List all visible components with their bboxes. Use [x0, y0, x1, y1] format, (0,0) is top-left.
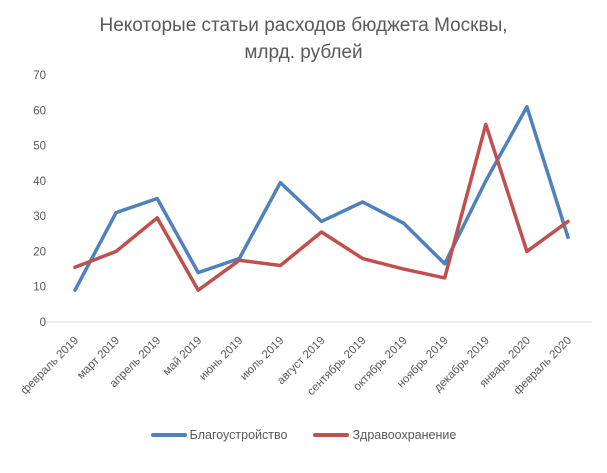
- chart-title: Некоторые статьи расходов бюджета Москвы…: [0, 12, 607, 66]
- x-axis-tick-label: май 2019: [161, 335, 204, 378]
- y-axis-tick-label: 70: [33, 70, 46, 82]
- x-axis-tick-label: февраль 2019: [19, 335, 81, 397]
- legend-label-zdravookhranenie: Здравоохранение: [352, 428, 457, 442]
- y-axis-tick-label: 60: [33, 105, 46, 117]
- chart-title-line1: Некоторые статьи расходов бюджета Москвы…: [99, 15, 508, 36]
- legend-swatch-blue-line: [150, 433, 187, 437]
- legend-item-zdravookhranenie: Здравоохранение: [313, 428, 456, 442]
- series-line-blagoustroystvo: [73, 105, 570, 292]
- y-axis-tick-label: 40: [33, 176, 46, 188]
- chart-title-line2: млрд. рублей: [244, 42, 363, 63]
- legend-label-blagoustroystvo: Благоустройство: [189, 428, 288, 442]
- legend: Благоустройство Здравоохранение: [0, 428, 607, 442]
- legend-item-blagoustroystvo: Благоустройство: [150, 428, 288, 442]
- y-axis-tick-label: 20: [33, 246, 46, 258]
- series-line-zdravookhranenie: [73, 122, 570, 292]
- legend-swatch-red-line: [313, 433, 350, 437]
- y-axis-tick-label: 10: [33, 282, 46, 294]
- y-axis-tick-label: 50: [33, 141, 46, 153]
- y-axis-tick-label: 0: [40, 317, 46, 329]
- y-axis-tick-label: 30: [33, 211, 46, 223]
